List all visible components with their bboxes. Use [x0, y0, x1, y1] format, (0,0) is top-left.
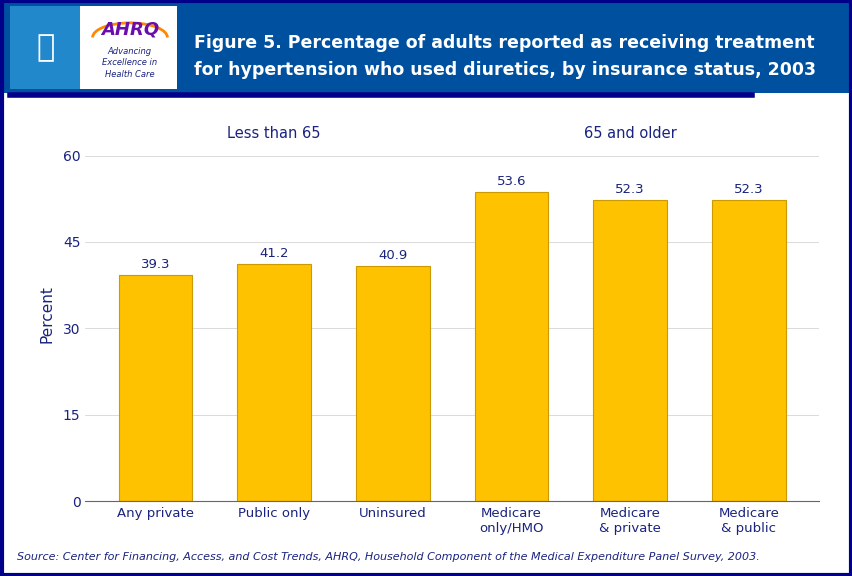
- Bar: [711, 200, 785, 501]
- Text: 52.3: 52.3: [614, 183, 644, 196]
- Text: 41.2: 41.2: [259, 247, 289, 260]
- Y-axis label: Percent: Percent: [39, 285, 55, 343]
- Text: Health Care: Health Care: [105, 70, 154, 79]
- Text: 65 and older: 65 and older: [583, 126, 676, 141]
- Text: 40.9: 40.9: [377, 248, 407, 262]
- Text: 🦅: 🦅: [36, 33, 55, 62]
- Text: for hypertension who used diuretics, by insurance status, 2003: for hypertension who used diuretics, by …: [194, 61, 815, 79]
- Text: Less than 65: Less than 65: [227, 126, 320, 141]
- Text: AHRQ: AHRQ: [101, 20, 158, 38]
- Bar: [355, 266, 429, 501]
- Text: Figure 5. Percentage of adults reported as receiving treatment: Figure 5. Percentage of adults reported …: [194, 34, 815, 52]
- Bar: [118, 275, 192, 501]
- Text: 53.6: 53.6: [496, 175, 526, 188]
- Text: 39.3: 39.3: [141, 257, 170, 271]
- Bar: [237, 264, 310, 501]
- Text: Source: Center for Financing, Access, and Cost Trends, AHRQ, Household Component: Source: Center for Financing, Access, an…: [17, 552, 759, 562]
- Bar: [593, 200, 666, 501]
- Bar: [474, 192, 548, 501]
- Text: Advancing: Advancing: [108, 47, 152, 56]
- Bar: [10, 6, 80, 89]
- Text: 52.3: 52.3: [733, 183, 763, 196]
- Text: Excellence in: Excellence in: [102, 58, 158, 67]
